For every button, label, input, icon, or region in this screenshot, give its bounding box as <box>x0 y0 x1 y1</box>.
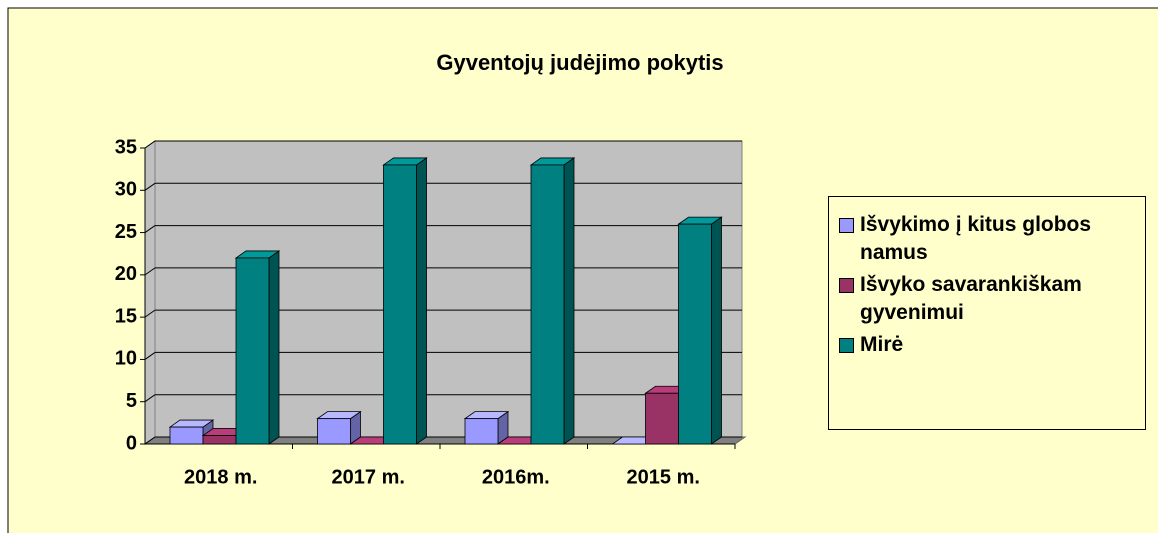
grid-line <box>144 394 156 403</box>
legend-label: Mirė <box>860 333 904 356</box>
bar-front <box>317 418 351 445</box>
legend: Išvykimo į kitus globos namus Išvyko sava… <box>828 196 1146 430</box>
bar-front <box>383 164 417 445</box>
grid-line <box>144 267 156 276</box>
y-tick-label: 10 <box>115 348 137 370</box>
bar-side <box>268 250 280 445</box>
bar <box>382 157 428 445</box>
y-tick-label: 35 <box>115 136 137 158</box>
legend-swatch <box>839 218 854 233</box>
bar-front <box>235 257 270 445</box>
bar <box>463 410 510 445</box>
bar-front <box>678 223 712 445</box>
grid-line <box>144 436 156 445</box>
legend-item: Mirė <box>837 331 1137 359</box>
bar <box>677 216 723 445</box>
legend-label: Išvykimo į kitus globos namus <box>860 213 1092 264</box>
bar <box>316 410 362 445</box>
bar <box>234 250 281 445</box>
bar-side <box>563 157 575 445</box>
x-tick-label: 2016m. <box>482 466 550 488</box>
bar-front <box>202 435 237 445</box>
bar-front <box>645 392 679 445</box>
y-tick-label: 15 <box>115 305 137 327</box>
y-tick-label: 30 <box>115 179 137 201</box>
legend-item: Išvykimo į kitus globos namus <box>837 211 1137 267</box>
bar-front <box>530 164 565 445</box>
x-tick-label: 2017 m. <box>332 466 405 488</box>
x-tick-label: 2018 m. <box>184 466 257 488</box>
legend-item: Išvyko savarankiškam gyvenimui <box>837 271 1137 327</box>
bar-front <box>464 418 499 445</box>
grid-line <box>144 140 156 149</box>
y-tick-label: 25 <box>115 221 137 243</box>
bar <box>529 157 576 445</box>
x-tick-label: 2015 m. <box>627 466 700 488</box>
y-tick-label: 5 <box>126 390 137 412</box>
y-tick-label: 0 <box>126 432 137 454</box>
chart-title: Gyventojų judėjimo pokytis <box>436 50 723 75</box>
grid-line <box>144 225 156 233</box>
bar-side <box>711 216 722 445</box>
grid-line <box>144 309 156 318</box>
grid-line <box>144 352 156 360</box>
bar-front <box>169 426 204 445</box>
grid-line <box>144 182 156 191</box>
y-tick-label: 20 <box>115 263 137 285</box>
bar-side <box>416 157 427 445</box>
legend-swatch <box>839 338 854 353</box>
legend-swatch <box>839 278 854 293</box>
legend-label: Išvyko savarankiškam gyvenimui <box>860 273 1082 324</box>
